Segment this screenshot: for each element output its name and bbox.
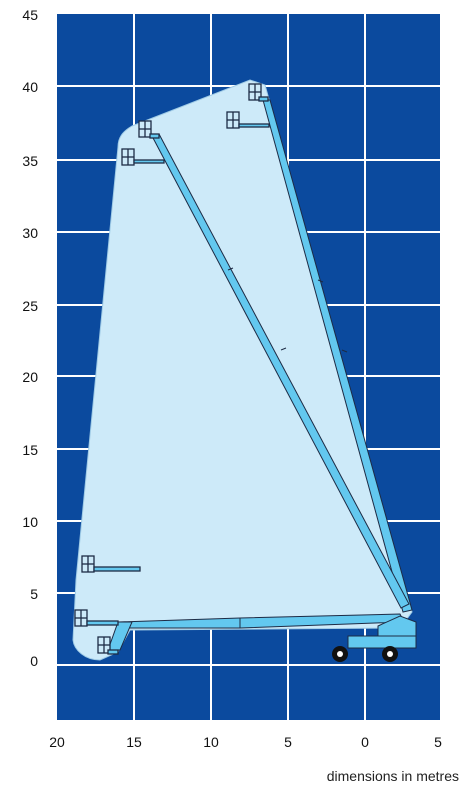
y-tick-40: 40 xyxy=(22,79,38,95)
y-tick-15: 15 xyxy=(22,442,38,458)
x-tick-20: 20 xyxy=(49,734,65,750)
platform-ground-left xyxy=(74,609,119,627)
machine-base xyxy=(332,615,417,662)
boom-horizontal xyxy=(107,613,405,651)
chassis xyxy=(347,635,417,649)
working-envelope xyxy=(72,79,413,661)
y-tick-25: 25 xyxy=(22,298,38,314)
y-tick-0: 0 xyxy=(30,653,38,669)
y-tick-45: 45 xyxy=(22,7,38,23)
y-tick-35: 35 xyxy=(22,153,38,169)
y-tick-30: 30 xyxy=(22,225,38,241)
x-tick-5-right: 5 xyxy=(434,734,442,750)
x-tick-10: 10 xyxy=(203,734,219,750)
platform-low-reach xyxy=(81,555,141,573)
front-wheel xyxy=(332,646,348,662)
x-tick-5: 5 xyxy=(284,734,292,750)
x-tick-0: 0 xyxy=(361,734,369,750)
platform-top-4 xyxy=(121,148,165,166)
platform-top-2 xyxy=(226,111,270,129)
units-caption: dimensions in metres xyxy=(326,768,459,784)
y-tick-20: 20 xyxy=(22,369,38,385)
y-tick-10: 10 xyxy=(22,514,38,530)
x-tick-15: 15 xyxy=(126,734,142,750)
y-tick-5: 5 xyxy=(30,586,38,602)
rear-wheel xyxy=(382,646,398,662)
platform-top-3 xyxy=(138,120,160,139)
platform-top-1 xyxy=(248,83,269,102)
platform-ground-low xyxy=(97,636,119,655)
